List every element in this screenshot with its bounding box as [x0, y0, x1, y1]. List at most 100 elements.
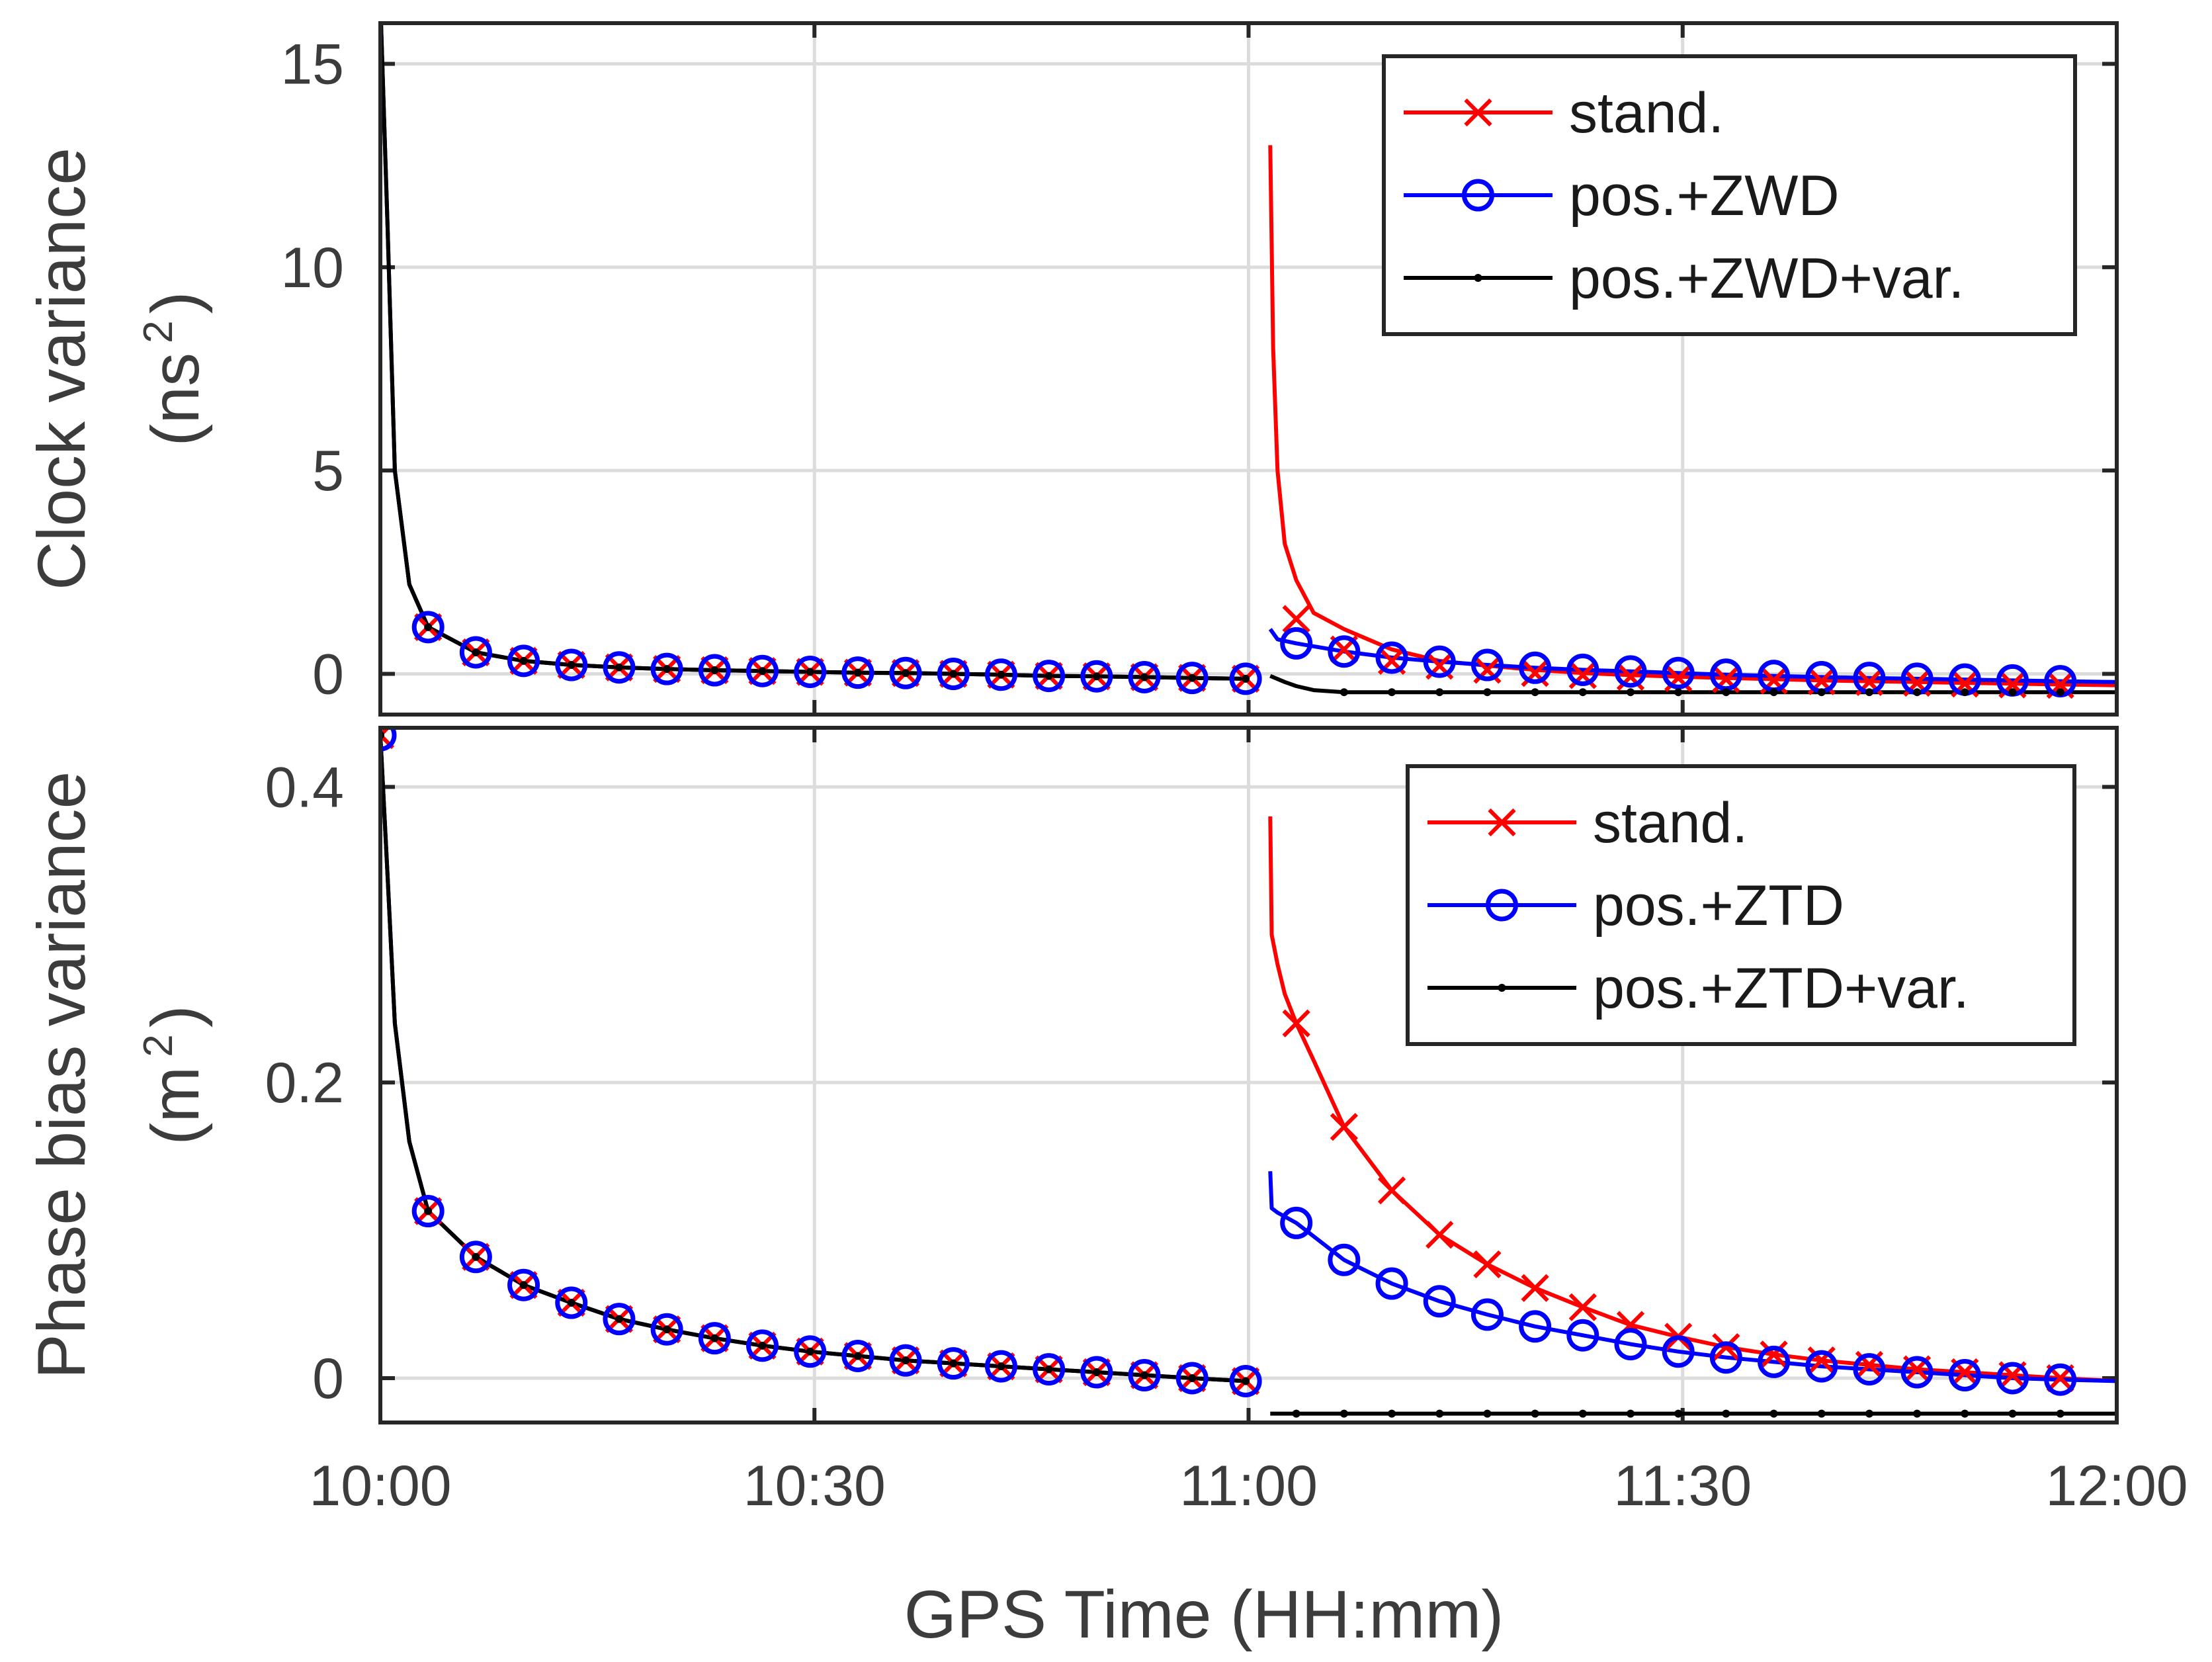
y-unit-exponent: 2	[136, 1034, 181, 1057]
data-point-pos-ztd-var	[1140, 1371, 1148, 1379]
legend-marker	[1462, 179, 1494, 212]
data-point-pos-ztd-var	[1627, 1409, 1635, 1418]
data-point-pos-ztd	[1229, 1364, 1262, 1397]
y-axis-label-line2: (m 2)	[136, 1005, 213, 1145]
y-tick-label: 5	[312, 439, 344, 503]
data-point-pos-zwd-var	[519, 656, 528, 665]
data-point-pos-ztd	[1709, 1341, 1742, 1374]
data-point-stand	[1282, 605, 1310, 633]
data-point-pos-zwd	[794, 655, 827, 688]
data-point-pos-ztd-var	[1817, 1409, 1826, 1418]
y-unit-close: )	[138, 291, 213, 314]
data-point-pos-zwd-var	[1817, 688, 1826, 697]
data-point-pos-ztd-var	[1578, 1409, 1587, 1418]
legend-label: pos.+ZTD	[1593, 874, 1844, 938]
clock-variance-panel: 0 5 10 15 stand. pos.+ZWD pos.+ZWD+var. Clock v…	[24, 21, 2119, 717]
data-point-pos-zwd	[459, 636, 492, 669]
data-point-stand	[1282, 1009, 1310, 1037]
data-point-pos-zwd-var	[997, 670, 1005, 679]
data-point-pos-zwd	[1175, 662, 1209, 695]
data-point-pos-zwd	[1328, 635, 1361, 668]
legend-marker	[1498, 984, 1506, 992]
legend-marker	[1486, 889, 1518, 922]
data-point-pos-zwd	[698, 654, 731, 687]
data-point-pos-zwd-var	[1044, 672, 1053, 680]
data-point-pos-zwd	[841, 656, 874, 689]
data-point-pos-zwd	[746, 654, 779, 687]
data-point-pos-ztd-var	[1340, 1409, 1348, 1418]
legend: stand. pos.+ZWD pos.+ZWD+var.	[1382, 54, 2077, 336]
data-point-pos-ztd-var	[1769, 1409, 1778, 1418]
data-point-pos-zwd-var	[806, 668, 814, 676]
data-point-pos-zwd	[603, 651, 636, 684]
data-point-pos-zwd-var	[1769, 688, 1778, 697]
data-point-pos-ztd	[1423, 1285, 1456, 1318]
data-point-pos-zwd-var	[1092, 672, 1101, 681]
data-point-pos-zwd	[1033, 660, 1066, 693]
data-point-pos-zwd-var	[1388, 688, 1396, 697]
data-point-pos-zwd	[1662, 656, 1695, 689]
data-point-pos-ztd	[1900, 1356, 1934, 1389]
data-point-pos-ztd	[1175, 1362, 1209, 1395]
data-point-pos-ztd	[984, 1350, 1017, 1383]
data-point-pos-ztd	[1375, 1267, 1408, 1300]
data-point-pos-ztd-var	[615, 1315, 623, 1323]
data-point-pos-ztd	[1080, 1356, 1113, 1389]
data-point-pos-ztd-var	[424, 1207, 433, 1215]
data-point-pos-zwd-var	[1531, 688, 1539, 697]
data-point-pos-ztd-var	[663, 1325, 671, 1334]
data-point-stand	[1807, 1346, 1836, 1375]
data-point-pos-zwd-var	[1913, 688, 1922, 697]
data-point-pos-ztd-var	[710, 1334, 719, 1342]
data-point-pos-ztd	[1662, 1335, 1695, 1368]
data-point-pos-ztd-var	[567, 1299, 575, 1307]
y-tick-label: 15	[280, 32, 344, 96]
data-point-pos-zwd	[1375, 641, 1408, 674]
data-point-pos-zwd-var	[1722, 688, 1730, 697]
data-point-pos-ztd-var	[1092, 1368, 1101, 1377]
data-point-pos-zwd-var	[1340, 688, 1348, 697]
data-point-pos-zwd-var	[758, 667, 767, 676]
data-point-pos-zwd	[1423, 645, 1456, 678]
x-tick-label: 10:00	[309, 1454, 451, 1518]
data-point-pos-ztd-var	[1435, 1409, 1444, 1418]
data-point-pos-ztd	[411, 1195, 445, 1228]
data-point-pos-ztd-var	[519, 1281, 528, 1290]
data-point-pos-ztd-var	[1913, 1409, 1922, 1418]
data-point-pos-zwd	[937, 658, 970, 691]
data-point-pos-ztd-var	[2056, 1409, 2064, 1418]
data-point-pos-zwd-var	[1961, 688, 1969, 697]
y-tick-label: 0	[312, 643, 344, 707]
data-point-pos-ztd	[937, 1347, 970, 1380]
data-point-pos-ztd	[1470, 1298, 1504, 1331]
data-point-pos-ztd-var	[949, 1359, 958, 1368]
data-point-pos-ztd	[841, 1339, 874, 1372]
data-point-pos-zwd	[889, 656, 922, 689]
data-point-pos-ztd-var	[1242, 1377, 1250, 1385]
data-point-pos-ztd	[1566, 1319, 1599, 1352]
data-point-pos-ztd	[1948, 1359, 1981, 1392]
series-group	[380, 728, 2117, 1418]
data-point-pos-zwd-var	[710, 666, 719, 674]
data-point-pos-zwd-var	[472, 648, 480, 656]
data-point-pos-zwd-var	[615, 663, 623, 672]
x-tick-label: 12:00	[2045, 1454, 2188, 1518]
data-point-pos-ztd	[1280, 1206, 1313, 1239]
legend-marker	[1488, 808, 1516, 837]
data-point-pos-zwd-var	[853, 668, 862, 677]
data-point-pos-ztd	[1805, 1350, 1838, 1383]
series-line-pos-zwd	[1268, 628, 2117, 684]
data-point-pos-zwd	[411, 611, 445, 644]
axes-frame	[378, 21, 2119, 717]
data-point-stand	[1377, 1176, 1406, 1205]
y-axis-label-line1: Clock variance	[24, 148, 99, 590]
y-unit-base: (m	[138, 1067, 213, 1145]
data-point-pos-ztd-var	[853, 1352, 862, 1360]
data-point-pos-zwd-var	[902, 669, 910, 678]
data-point-pos-ztd	[1128, 1359, 1161, 1392]
data-point-pos-zwd	[1128, 660, 1161, 693]
y-unit-exponent: 2	[136, 320, 181, 343]
series-group	[380, 23, 2117, 699]
x-axis-label: GPS Time (HH:mm)	[904, 1577, 1504, 1652]
data-point-pos-zwd-var	[1140, 673, 1148, 681]
